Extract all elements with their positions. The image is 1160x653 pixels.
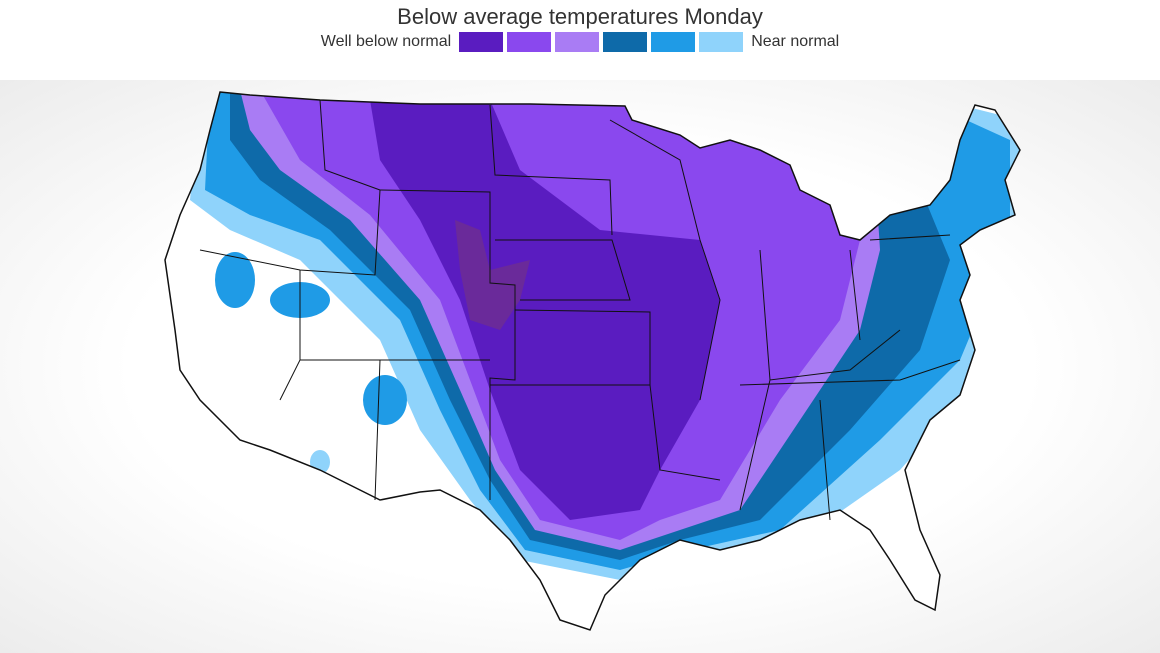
legend-swatch — [651, 32, 696, 52]
legend-swatch — [555, 32, 600, 52]
legend-swatch — [699, 32, 744, 52]
blue-patch — [215, 252, 255, 308]
blue-patch — [363, 375, 407, 425]
coldest-region — [455, 220, 530, 330]
map-title: Below average temperatures Monday — [397, 4, 763, 29]
legend-swatch — [507, 32, 552, 52]
legend-swatch — [603, 32, 648, 52]
state-borders — [199, 99, 961, 521]
legend-high-label: Near normal — [751, 33, 840, 50]
legend-swatch — [459, 32, 504, 52]
legend: Well below normal Near normal — [0, 32, 1160, 52]
legend-low-label: Well below normal — [320, 33, 452, 50]
temperature-shading — [165, 92, 1020, 630]
legend-swatches — [459, 32, 744, 52]
